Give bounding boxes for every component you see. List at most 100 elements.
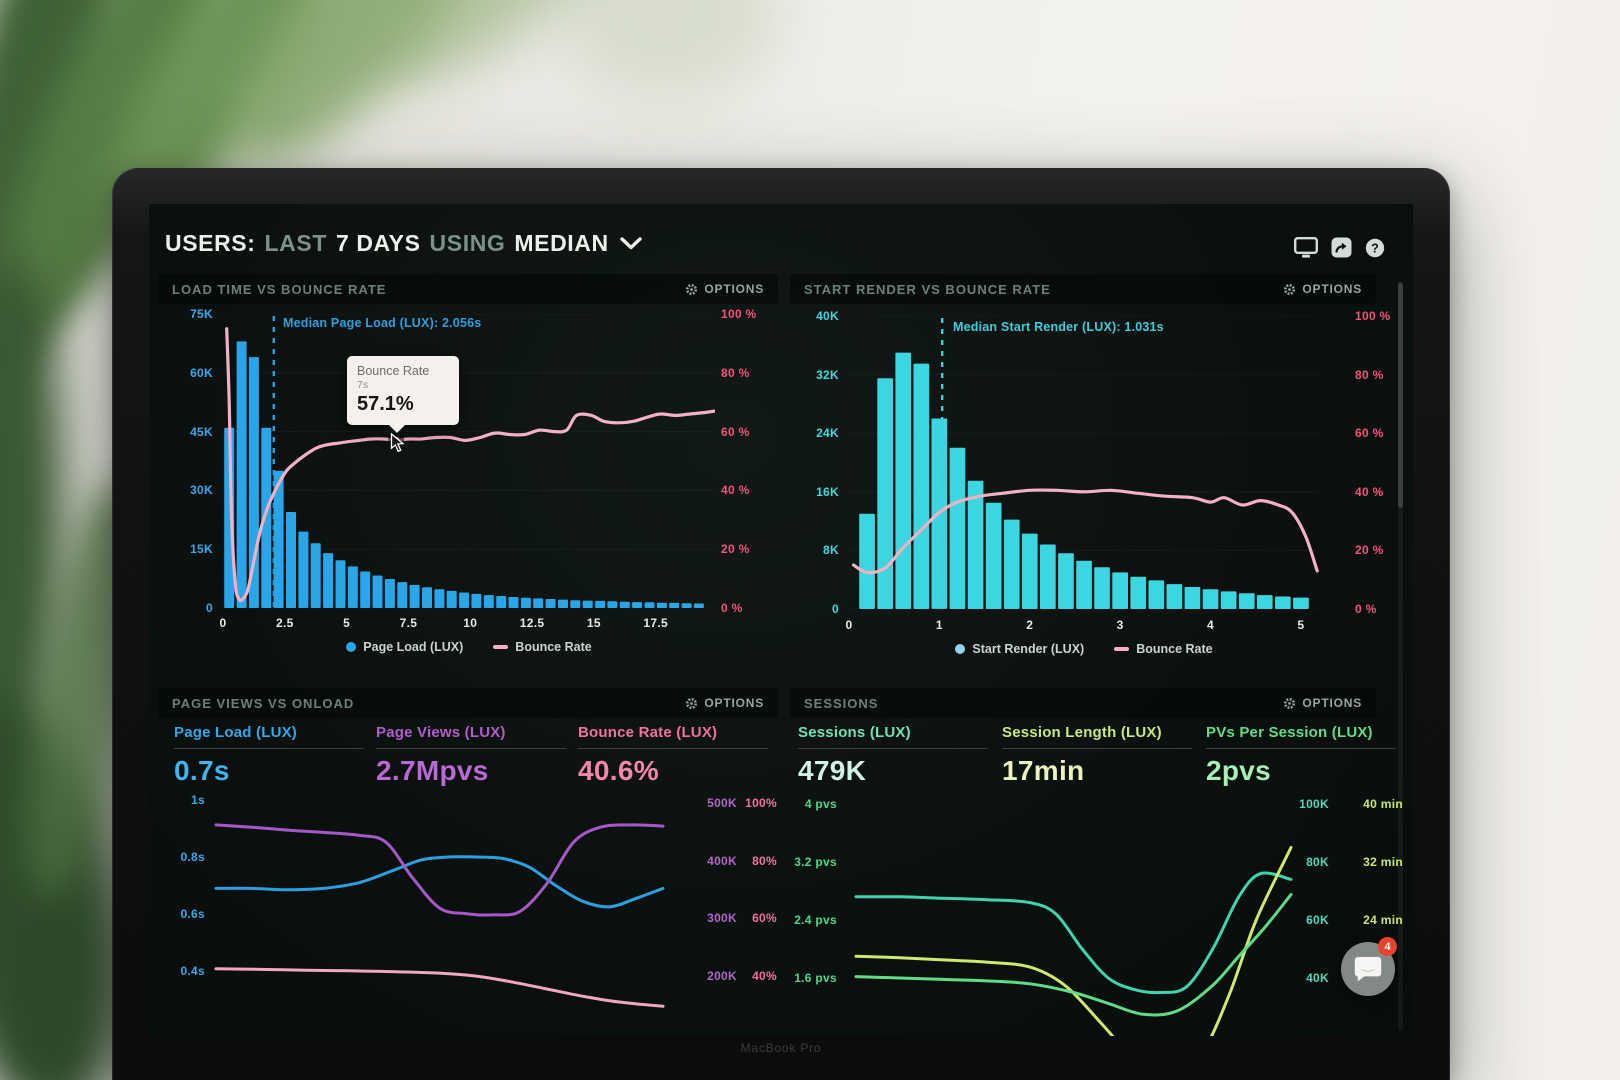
- start-render-vs-bounce-rate-x-axis-tick: 3: [1116, 618, 1124, 632]
- page-views-vs-onload-k-axis-tick: 500K: [707, 796, 737, 810]
- dashboard-title-dropdown[interactable]: USERS: LAST 7 DAYS USING MEDIAN: [165, 230, 642, 257]
- legend-label: Start Render (LUX): [972, 642, 1085, 656]
- tooltip-value: 57.1%: [357, 393, 414, 415]
- mouse-cursor-icon: [390, 432, 406, 458]
- gear-icon: [1283, 697, 1296, 710]
- sessions-k-axis-tick: 80K: [1306, 855, 1329, 869]
- sessions-min-axis-tick: 40 min: [1363, 797, 1403, 811]
- metric-value: 479K: [798, 755, 867, 786]
- bounce-rate-tooltip: Bounce Rate 7s 57.1%: [347, 356, 459, 433]
- title-median: MEDIAN: [514, 230, 609, 256]
- start-render-vs-bounce-rate-x-axis-tick: 0: [845, 618, 853, 632]
- legend-swatch: [493, 645, 509, 649]
- start-render-vs-bounce-rate-x-axis-tick: 2: [1026, 618, 1034, 632]
- laptop-brand-text: MacBook Pro: [740, 1041, 822, 1055]
- help-icon[interactable]: ?: [1365, 238, 1385, 258]
- legend-swatch: [955, 644, 966, 654]
- tooltip-title: Bounce Rate: [357, 364, 430, 378]
- options-button[interactable]: OPTIONS: [1283, 282, 1362, 296]
- load-time-vs-bounce-rate-right-axis-tick: 60 %: [721, 424, 750, 439]
- page-views-vs-onload-seconds-axis-tick: 0.6s: [180, 907, 205, 921]
- load-time-vs-bounce-rate-plot[interactable]: [223, 314, 715, 608]
- start-render-vs-bounce-rate-left-axis-tick: 16K: [816, 484, 839, 499]
- start-render-vs-bounce-rate-right-axis-tick: 40 %: [1355, 484, 1384, 499]
- svg-text:?: ?: [1371, 241, 1379, 255]
- options-button[interactable]: OPTIONS: [1283, 696, 1362, 710]
- load-time-vs-bounce-rate-x-axis-tick: 2.5: [276, 616, 294, 630]
- options-button[interactable]: OPTIONS: [685, 696, 764, 710]
- metric-label: Bounce Rate (LUX): [578, 724, 718, 741]
- load-time-vs-bounce-rate-right-axis-tick: 40 %: [721, 483, 750, 498]
- sessions-pvs-axis-tick: 2.4 pvs: [794, 913, 837, 927]
- metric-value: 17min: [1002, 755, 1085, 786]
- metric-page-views: Page Views (LUX) 2.7Mpvs: [376, 724, 566, 787]
- load-time-vs-bounce-rate-right-axis-tick: 20 %: [721, 542, 750, 557]
- load-time-vs-bounce-rate-right-axis-tick: 80 %: [721, 365, 750, 380]
- median-page-load-label: Median Page Load (LUX): 2.056s: [283, 316, 482, 330]
- panel-title: START RENDER VS BOUNCE RATE: [804, 281, 1051, 297]
- load-time-vs-bounce-rate-left-axis-tick: 60K: [190, 365, 213, 380]
- metric-divider: [578, 748, 768, 749]
- metric-bounce-rate: Bounce Rate (LUX) 40.6%: [578, 724, 768, 787]
- start-render-vs-bounce-rate-left-axis-tick: 40K: [816, 309, 839, 323]
- load-time-vs-bounce-rate-left-axis-tick: 15K: [190, 542, 213, 557]
- page-views-vs-onload-pct-axis-tick: 40%: [752, 969, 777, 983]
- metric-session-length: Session Length (LUX) 17min: [1002, 724, 1192, 787]
- gear-icon: [685, 697, 698, 710]
- start-render-vs-bounce-rate-right-axis-tick: 20 %: [1355, 543, 1384, 558]
- metric-divider: [376, 748, 566, 749]
- load-time-vs-bounce-rate-x-axis-tick: 10: [463, 616, 478, 630]
- metric-divider: [1002, 748, 1192, 749]
- panel-header-sessions: SESSIONS OPTIONS: [790, 688, 1376, 718]
- load-time-vs-bounce-rate-x-axis-tick: 5: [343, 616, 351, 630]
- page-views-vs-onload-plot[interactable]: [209, 789, 679, 1036]
- page-views-vs-onload-k-axis-tick: 200K: [707, 969, 737, 983]
- page-views-vs-onload-k-axis-tick: 300K: [707, 911, 737, 926]
- metric-label: PVs Per Session (LUX): [1206, 724, 1373, 741]
- title-using: USING: [429, 230, 506, 256]
- page-views-vs-onload-seconds-axis-tick: 0.4s: [180, 964, 205, 978]
- sessions-pvs-axis-tick: 3.2 pvs: [794, 855, 837, 869]
- laptop: USERS: LAST 7 DAYS USING MEDIAN ?: [112, 168, 1450, 1080]
- sessions-plot[interactable]: [849, 789, 1317, 1036]
- start-render-vs-bounce-rate-left-axis-tick: 0: [832, 602, 839, 616]
- metric-label: Page Load (LUX): [174, 724, 298, 741]
- legend-swatch: [346, 642, 357, 652]
- scrollbar-thumb[interactable]: [1398, 283, 1403, 508]
- sessions-min-axis-tick: 24 min: [1363, 913, 1403, 927]
- sessions-min-axis-tick: 32 min: [1363, 855, 1403, 869]
- sessions-pvs-axis-tick: 4 pvs: [804, 797, 837, 811]
- start-render-vs-bounce-rate-plot[interactable]: [849, 316, 1319, 609]
- chat-launcher-button[interactable]: 4: [1341, 937, 1397, 996]
- legend-swatch: [1114, 647, 1130, 651]
- load-time-vs-bounce-rate-x-axis-tick: 17.5: [643, 616, 668, 630]
- share-icon[interactable]: [1331, 237, 1352, 258]
- median-start-render-label: Median Start Render (LUX): 1.031s: [953, 320, 1164, 334]
- panel-header-start-render: START RENDER VS BOUNCE RATE OPTIONS: [790, 274, 1376, 304]
- start-render-vs-bounce-rate-right-axis-tick: 0 %: [1355, 602, 1377, 616]
- panel-header-load-time: LOAD TIME VS BOUNCE RATE OPTIONS: [158, 274, 778, 304]
- legend-page-load: Page Load (LUX): [346, 640, 463, 654]
- metric-value: 0.7s: [174, 755, 230, 786]
- load-time-vs-bounce-rate-left-axis-tick: 45K: [190, 424, 213, 439]
- load-time-vs-bounce-rate-x-axis-tick: 12.5: [519, 616, 545, 630]
- sessions-k-axis-tick: 60K: [1306, 913, 1329, 927]
- load-time-vs-bounce-rate-right-axis-tick: 100 %: [721, 307, 757, 321]
- start-render-vs-bounce-rate-right-axis-tick: 60 %: [1355, 426, 1384, 441]
- gear-icon: [685, 283, 698, 296]
- load-time-vs-bounce-rate-right-axis-tick: 0 %: [721, 601, 743, 615]
- load-time-vs-bounce-rate-left-axis-tick: 30K: [190, 483, 213, 498]
- display-icon[interactable]: [1294, 237, 1318, 258]
- chat-unread-badge: 4: [1378, 937, 1397, 956]
- chevron-down-icon[interactable]: [620, 237, 642, 250]
- metric-label: Sessions (LUX): [798, 724, 911, 741]
- start-render-vs-bounce-rate-left-axis-tick: 32K: [816, 367, 839, 382]
- start-render-vs-bounce-rate-left-axis-tick: 8K: [823, 543, 839, 558]
- load-time-vs-bounce-rate-left-axis-tick: 0: [206, 601, 213, 615]
- options-button[interactable]: OPTIONS: [685, 282, 764, 296]
- gear-icon: [1283, 283, 1296, 296]
- metric-sessions: Sessions (LUX) 479K: [798, 724, 988, 787]
- load-time-vs-bounce-rate-x-axis-tick: 0: [219, 616, 227, 630]
- plant-leaf: [560, 0, 780, 100]
